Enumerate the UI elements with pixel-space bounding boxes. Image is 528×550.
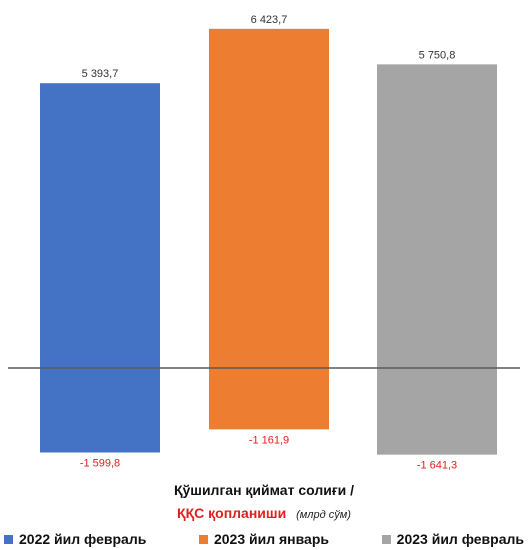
legend-item-2: 2023 йил февраль [381, 531, 524, 547]
legend-label-1: 2023 йил январь [213, 531, 330, 547]
data-label-positive-2: 5 750,8 [419, 49, 456, 61]
chart-caption-title: Қўшилган қиймат солиғи / [173, 482, 355, 498]
data-label-negative-2: -1 641,3 [417, 460, 457, 472]
legend-swatch-2 [381, 534, 391, 544]
legend-swatch-1 [198, 534, 208, 544]
data-label-negative-0: -1 599,8 [80, 457, 120, 469]
chart-canvas: 5 393,7 -1 599,8 6 423,7 -1 161,9 5 750,8 -1 … [8, 14, 520, 472]
legend-swatch-0 [4, 534, 13, 544]
legend-item-0: 2022 йил февраль [4, 531, 146, 547]
bar-positive-2 [377, 64, 497, 368]
data-label-positive-1: 6 423,7 [251, 14, 288, 26]
bar-positive-0 [40, 83, 160, 368]
legend-label-0: 2022 йил февраль [19, 531, 147, 547]
bar-negative-2 [377, 368, 497, 455]
chart-legend: 2022 йил февраль 2023 йил январь 2023 йи… [0, 531, 528, 547]
caption-unit: (млрд сўм) [296, 509, 351, 521]
bar-negative-0 [40, 368, 160, 453]
chart-caption-subtitle: ҚҚС қопланиши (млрд сўм) [0, 505, 528, 521]
bars-group [40, 28, 497, 455]
data-label-negative-1: -1 161,9 [249, 434, 289, 446]
data-label-positive-0: 5 393,7 [82, 68, 119, 80]
caption-refund-label: ҚҚС қопланиши [177, 505, 287, 521]
legend-item-1: 2023 йил январь [198, 531, 330, 547]
bar-negative-1 [209, 368, 329, 430]
labels-group: 5 393,7 -1 599,8 6 423,7 -1 161,9 5 750,8 -1 … [80, 14, 457, 472]
bar-positive-1 [209, 28, 329, 368]
legend-label-2: 2023 йил февраль [396, 531, 524, 547]
